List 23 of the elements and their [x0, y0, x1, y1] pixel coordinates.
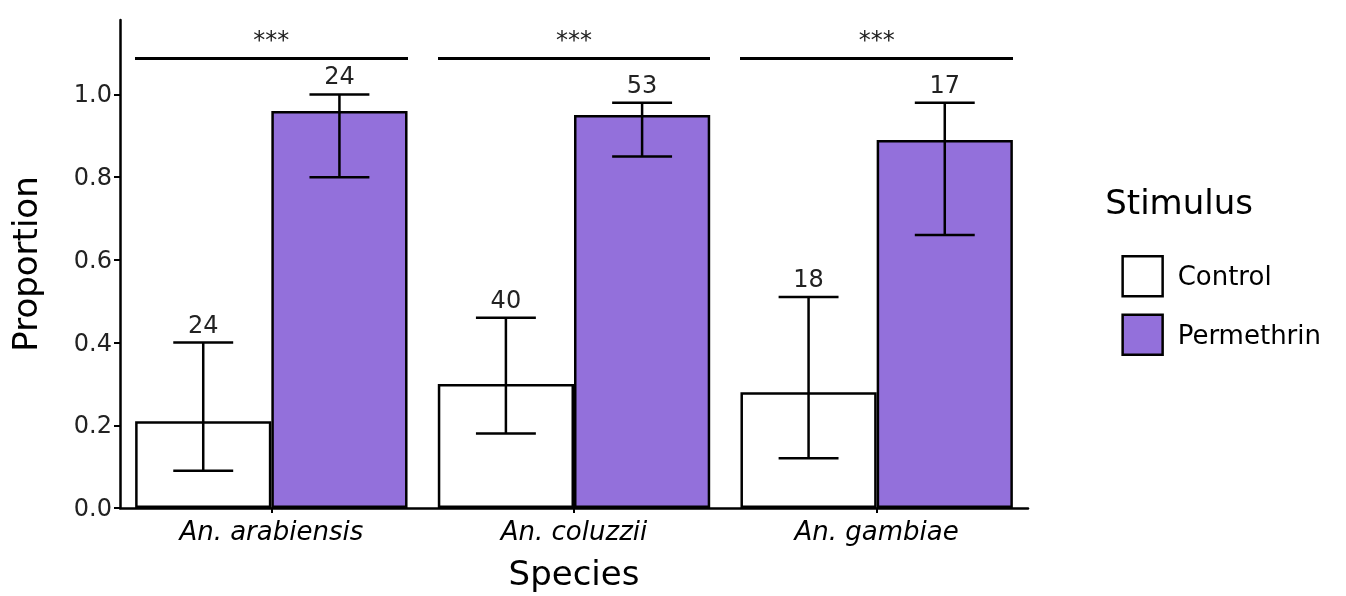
y-tick-label: 0.4: [73, 328, 112, 357]
y-axis-title: Proportion: [5, 176, 45, 352]
annotation: 53: [626, 70, 658, 99]
annotation: 18: [793, 265, 824, 294]
y-tick-label: 0.0: [73, 494, 112, 522]
x-tick-label: An. coluzzii: [498, 516, 648, 546]
annotation: 40: [490, 285, 522, 314]
y-tick-label: 0.8: [73, 163, 112, 192]
annotation: 17: [929, 70, 961, 99]
annotation: ***: [253, 26, 290, 54]
annotation: ***: [556, 26, 592, 54]
legend-label: Control: [1177, 261, 1272, 292]
x-tick-label: An. gambiae: [792, 516, 959, 546]
y-tick-label: 1.0: [73, 80, 112, 109]
legend-label: Permethrin: [1177, 319, 1322, 350]
x-tick-label: An. arabiensis: [177, 516, 364, 546]
x-axis-title: Species: [508, 553, 640, 593]
annotation: 24: [187, 310, 219, 339]
legend-title: Stimulus: [1105, 182, 1254, 222]
annotation: 24: [324, 62, 355, 91]
y-tick-label: 0.6: [73, 245, 112, 274]
y-tick-label: 0.2: [73, 411, 112, 440]
annotation: ***: [858, 26, 895, 54]
